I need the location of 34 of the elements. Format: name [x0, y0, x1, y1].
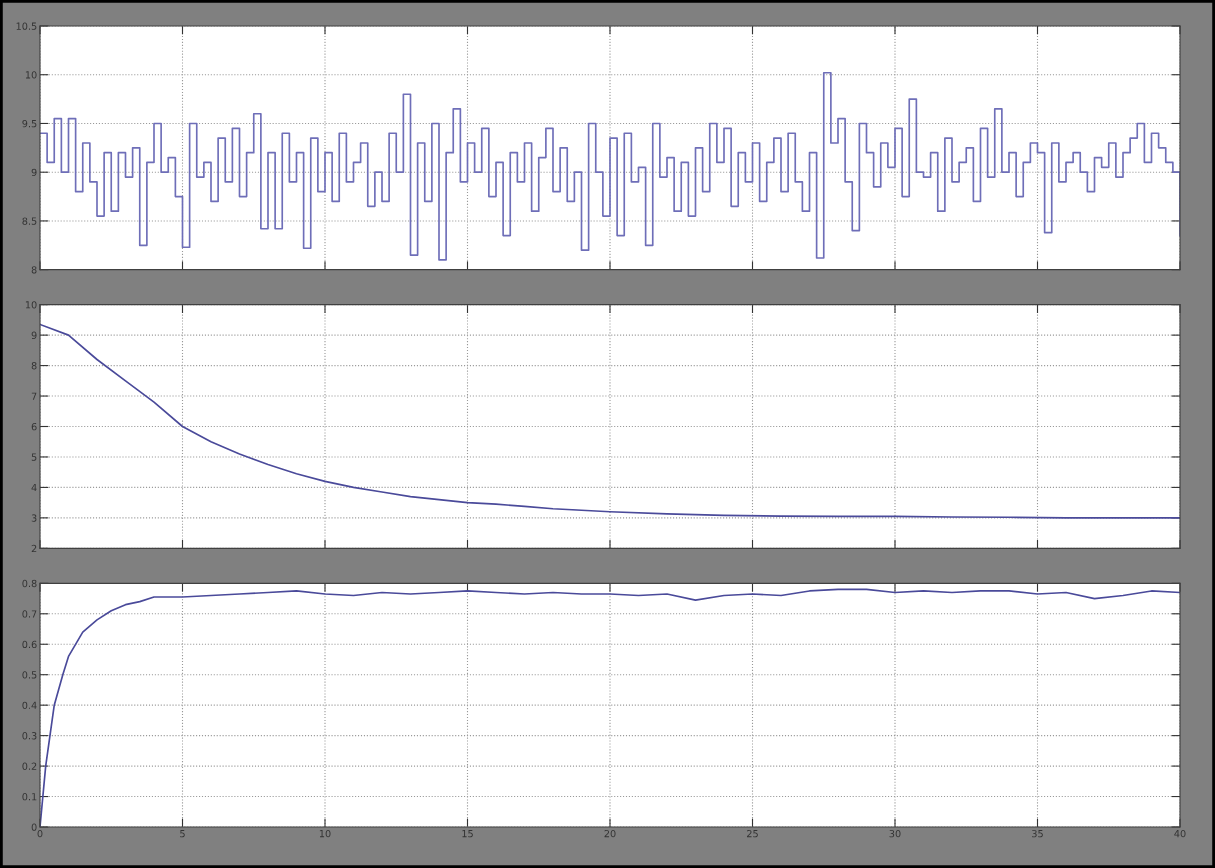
y-tick-label: 8 — [31, 266, 37, 274]
x-tick-label: 40 — [1174, 829, 1186, 838]
y-tick-label: 7 — [31, 392, 37, 400]
x-tick-label: 0 — [37, 829, 43, 838]
y-tick-label: 10.5 — [16, 22, 37, 30]
y-tick-label: 0.1 — [22, 793, 37, 801]
y-tick-label: 0.3 — [22, 732, 37, 740]
y-tick-label: 10 — [25, 301, 37, 309]
y-tick-label: 0.7 — [22, 610, 37, 618]
y-tick-label: 3 — [31, 514, 37, 522]
y-tick-label: 4 — [31, 484, 37, 492]
x-tick-label: 20 — [604, 829, 616, 838]
y-tick-label: 0.6 — [22, 640, 37, 649]
y-tick-label: 9 — [31, 168, 37, 177]
x-tick-label: 30 — [889, 829, 901, 838]
y-tick-label: 0.4 — [22, 701, 37, 709]
y-tick-label: 6 — [31, 422, 37, 431]
x-tick-label: 35 — [1032, 829, 1043, 838]
y-tick-label: 8.5 — [22, 217, 37, 225]
x-tick-label: 10 — [319, 829, 331, 838]
x-tick-label: 25 — [747, 829, 758, 838]
y-tick-label: 2 — [31, 544, 37, 553]
y-tick-label: 10 — [25, 71, 37, 79]
y-tick-label: 9.5 — [22, 119, 37, 128]
y-tick-label: 0.5 — [22, 671, 37, 679]
x-tick-label: 5 — [180, 830, 185, 838]
x-tick-label: 15 — [462, 830, 473, 838]
line-series — [40, 323, 1180, 519]
y-tick-label: 0.8 — [22, 579, 37, 588]
y-tick-label: 9 — [31, 331, 37, 339]
y-tick-label: 8 — [31, 362, 37, 370]
y-tick-label: 0 — [31, 823, 37, 831]
y-tick-label: 5 — [31, 453, 37, 461]
y-tick-label: 0.2 — [22, 762, 37, 770]
